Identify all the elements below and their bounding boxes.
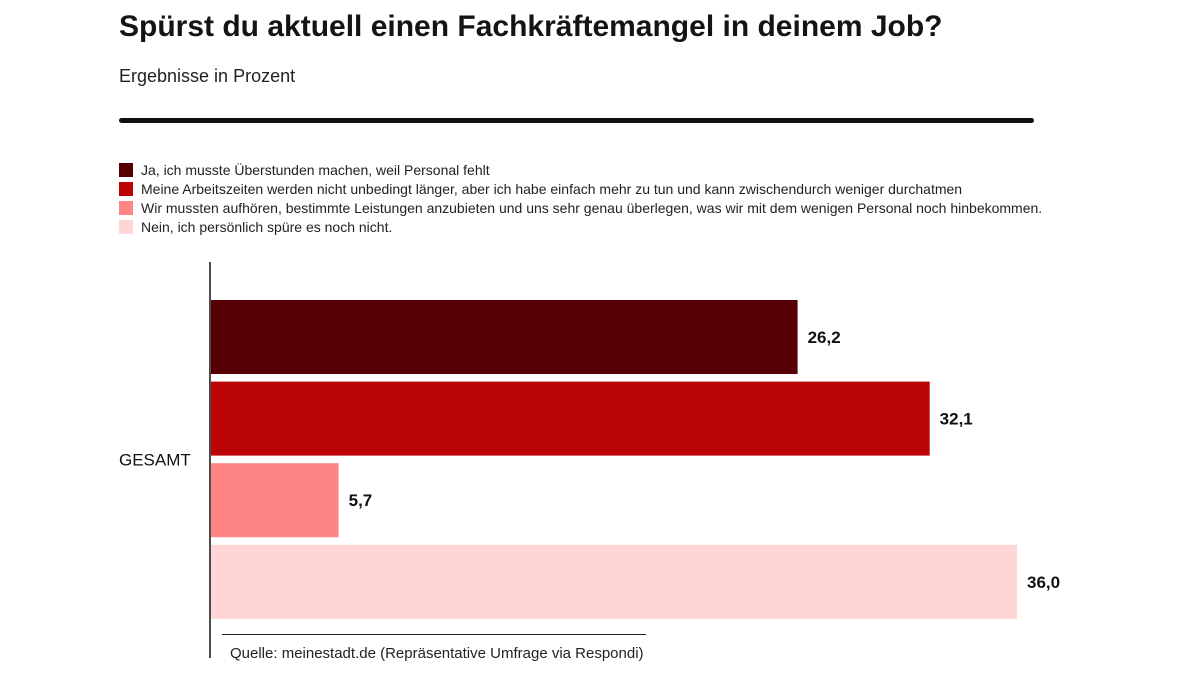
legend-item: Nein, ich persönlich spüre es noch nicht… — [119, 217, 1042, 236]
legend-label: Wir mussten aufhören, bestimmte Leistung… — [141, 199, 1043, 216]
legend-item: Wir mussten aufhören, bestimmte Leistung… — [119, 198, 1042, 217]
legend: Ja, ich musste Überstunden machen, weil … — [119, 160, 1042, 236]
legend-swatch — [119, 200, 133, 215]
chart-title: Spürst du aktuell einen Fachkräftemangel… — [119, 10, 943, 43]
data-label: 26,2 — [808, 328, 841, 347]
bar — [211, 544, 1017, 619]
title-divider — [119, 118, 1034, 123]
legend-label: Ja, ich musste Überstunden machen, weil … — [141, 161, 490, 178]
bar — [211, 381, 930, 456]
legend-swatch — [119, 162, 133, 177]
data-label: 5,7 — [349, 491, 373, 510]
data-label: 32,1 — [940, 410, 973, 429]
legend-label: Meine Arbeitszeiten werden nicht unbedin… — [141, 180, 963, 197]
category-label: GESAMT — [119, 450, 191, 469]
legend-item: Meine Arbeitszeiten werden nicht unbedin… — [119, 179, 1042, 198]
data-label: 36,0 — [1027, 573, 1060, 592]
legend-swatch — [119, 181, 133, 196]
source-divider — [222, 634, 646, 635]
chart-subtitle: Ergebnisse in Prozent — [119, 66, 296, 86]
legend-label: Nein, ich persönlich spüre es noch nicht… — [141, 218, 393, 235]
bar — [211, 463, 339, 538]
bar — [211, 300, 798, 374]
legend-swatch — [119, 219, 133, 234]
legend-item: Ja, ich musste Überstunden machen, weil … — [119, 160, 1042, 179]
source-note: Quelle: meinestadt.de (Repräsentative Um… — [230, 645, 644, 662]
